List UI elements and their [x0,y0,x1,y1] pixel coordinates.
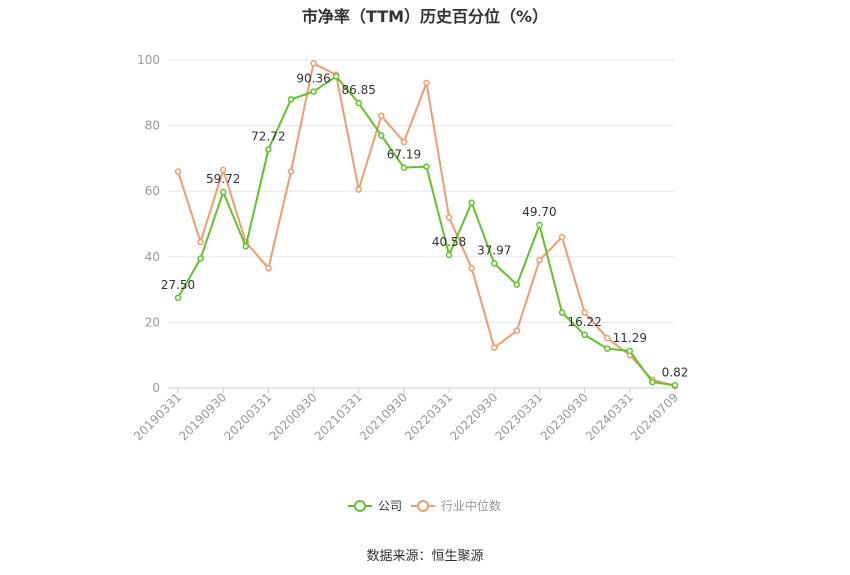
x-tick-label: 20220930 [447,390,500,443]
industry-data-point [603,334,611,342]
data-label: 0.82 [662,365,689,379]
x-tick-label: 20190930 [176,390,229,443]
chart-title: 市净率（TTM）历史百分位（%） [302,7,548,26]
legend-company-label[interactable]: 公司 [378,499,402,513]
y-tick-label: 100 [137,53,160,67]
legend[interactable]: 公司 行业中位数 [348,498,501,513]
company-series-line [177,75,676,387]
industry-series-line [177,61,676,387]
industry-data-point [468,265,475,272]
series-lines [174,60,679,390]
industry-data-point [423,79,430,87]
company-data-point [536,221,543,229]
industry-data-point [558,233,566,241]
company-data-point [558,309,566,316]
data-label: 40.58 [432,235,466,249]
x-tick-label: 20240709 [628,390,681,443]
y-tick-label: 60 [145,184,160,198]
industry-data-point [287,168,295,175]
company-data-point [265,146,272,153]
company-data-point [378,132,385,139]
data-label: 67.19 [387,148,421,162]
industry-data-point [581,309,588,316]
y-tick-label: 20 [145,315,160,329]
industry-data-point [310,60,317,67]
company-data-point [626,347,634,355]
legend-company-marker [354,500,366,512]
data-label: 59.72 [206,172,240,186]
company-data-point [649,378,656,386]
company-data-point [603,345,611,352]
industry-data-point [174,168,182,175]
company-data-point [671,382,679,389]
data-label: 11.29 [613,331,647,345]
y-tick-label: 80 [145,119,160,133]
y-tick-label: 0 [152,381,160,395]
company-data-point [513,281,521,288]
company-data-point [491,260,498,267]
legend-industry-label[interactable]: 行业中位数 [441,498,501,513]
data-label: 72.72 [251,129,285,143]
data-label: 49.70 [522,205,556,219]
x-tick-label: 20200930 [267,390,320,443]
company-data-point [242,243,250,250]
company-data-point [445,251,453,259]
industry-data-point [378,112,385,120]
x-tick-label: 20190331 [131,390,184,443]
industry-data-point [445,214,453,221]
x-tick-label: 20210331 [312,390,365,443]
data-labels: 27.50 59.72 72.72 90.36 86.85 67.19 40.58 37.97… [161,72,689,380]
industry-data-point [355,186,362,193]
x-tick-label: 20230930 [538,390,591,443]
x-tick-label: 20240331 [583,390,636,443]
grid-lines [168,59,675,323]
data-label: 16.22 [567,315,601,329]
company-data-point [423,163,430,170]
company-data-point [468,199,475,206]
industry-data-point [265,265,272,272]
company-data-point [310,88,317,95]
company-data-point [355,99,362,107]
x-tick-label: 20230331 [492,390,545,443]
company-data-point [400,164,408,171]
company-data-point [174,294,182,302]
data-source: 数据来源：恒生聚源 [366,549,483,564]
data-label: 90.36 [296,72,330,86]
axes: 0 20 40 60 80 100 2019033120190930202003312020… [131,53,681,443]
y-tick-label: 40 [145,250,160,264]
data-label: 27.50 [161,278,195,292]
x-tick-label: 20210930 [357,390,410,443]
company-data-point [219,188,227,196]
data-label: 37.97 [477,243,511,257]
industry-data-point [513,327,521,334]
company-data-point [332,73,340,80]
industry-data-point [197,238,204,246]
x-tick-label: 20220331 [402,390,455,443]
industry-data-point [491,344,498,351]
industry-data-point [219,166,227,174]
industry-data-point [400,138,408,146]
company-data-point [197,255,204,262]
company-data-point [581,331,588,339]
industry-data-point [536,256,543,264]
x-tick-label: 20200331 [221,390,274,443]
company-data-point [287,96,295,103]
data-label: 86.85 [342,83,376,97]
legend-industry-marker [417,500,429,512]
